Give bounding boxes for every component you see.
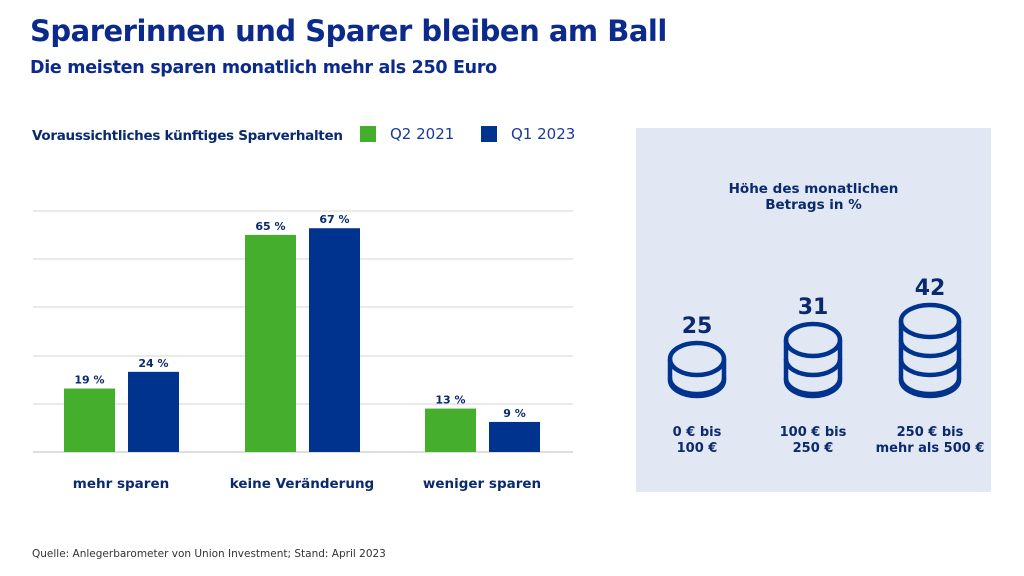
legend-label-q2-2021: Q2 2021 — [390, 125, 455, 143]
bar-value-label: 24 % — [138, 357, 168, 370]
legend-swatch-q2-2021 — [360, 126, 376, 142]
chart-subtitle: Die meisten sparen monatlich mehr als 25… — [30, 58, 497, 78]
coin-stack-icon — [898, 302, 962, 399]
legend-heading: Voraussichtliches künftiges Sparverhalte… — [32, 128, 343, 144]
coin-stack-range-label: 0 € bis — [673, 425, 722, 440]
coin-stack-range-label: mehr als 500 € — [876, 441, 985, 456]
source-note: Quelle: Anlegerbarometer von Union Inves… — [32, 548, 386, 560]
coin-stack-icon — [667, 340, 727, 399]
panel-title: Höhe des monatlichen Betrags in % — [636, 181, 991, 213]
bar-chart: 19 % 24 % mehr sparen 65 % 67 % keine Verände… — [33, 210, 573, 492]
panel-title-line2: Betrags in % — [765, 197, 862, 213]
coin-stack-value: 31 — [798, 295, 829, 320]
bar-q1-2023-0 — [128, 371, 179, 452]
coin-stack-range-label: 100 € bis — [780, 425, 847, 440]
chart-title: Sparerinnen und Sparer bleiben am Ball — [30, 14, 667, 48]
category-label: weniger sparen — [423, 476, 541, 492]
category-label: keine Veränderung — [230, 476, 374, 492]
bar-q1-2023-2 — [489, 421, 540, 452]
bar-value-label: 9 % — [503, 407, 526, 420]
bar-q2-2021-0 — [64, 388, 115, 452]
legend-item-q2-2021: Q2 2021 — [360, 125, 454, 143]
legend-swatch-q1-2023 — [481, 126, 497, 142]
bar-value-label: 65 % — [255, 220, 285, 233]
bar-q2-2021-1 — [245, 234, 296, 452]
coin-stack-icon — [783, 321, 843, 399]
bar-q2-2021-2 — [425, 408, 476, 452]
bar-q1-2023-1 — [309, 228, 360, 452]
category-label: mehr sparen — [73, 476, 169, 492]
bar-value-label: 67 % — [319, 213, 349, 226]
coin-stack-range-label: 250 € bis — [897, 425, 964, 440]
coin-stack-value: 42 — [915, 276, 946, 301]
monthly-amount-panel: Höhe des monatlichen Betrags in % 25 0 € … — [636, 128, 991, 492]
coin-stack-range-label: 250 € — [793, 441, 834, 456]
bar-value-label: 13 % — [435, 394, 465, 407]
legend-label-q1-2023: Q1 2023 — [511, 125, 576, 143]
bar-value-label: 19 % — [74, 374, 104, 387]
coin-stack-range-label: 100 € — [677, 441, 718, 456]
legend-item-q1-2023: Q1 2023 — [481, 125, 575, 143]
panel-title-line1: Höhe des monatlichen — [728, 181, 899, 197]
coin-stack-value: 25 — [682, 314, 713, 339]
